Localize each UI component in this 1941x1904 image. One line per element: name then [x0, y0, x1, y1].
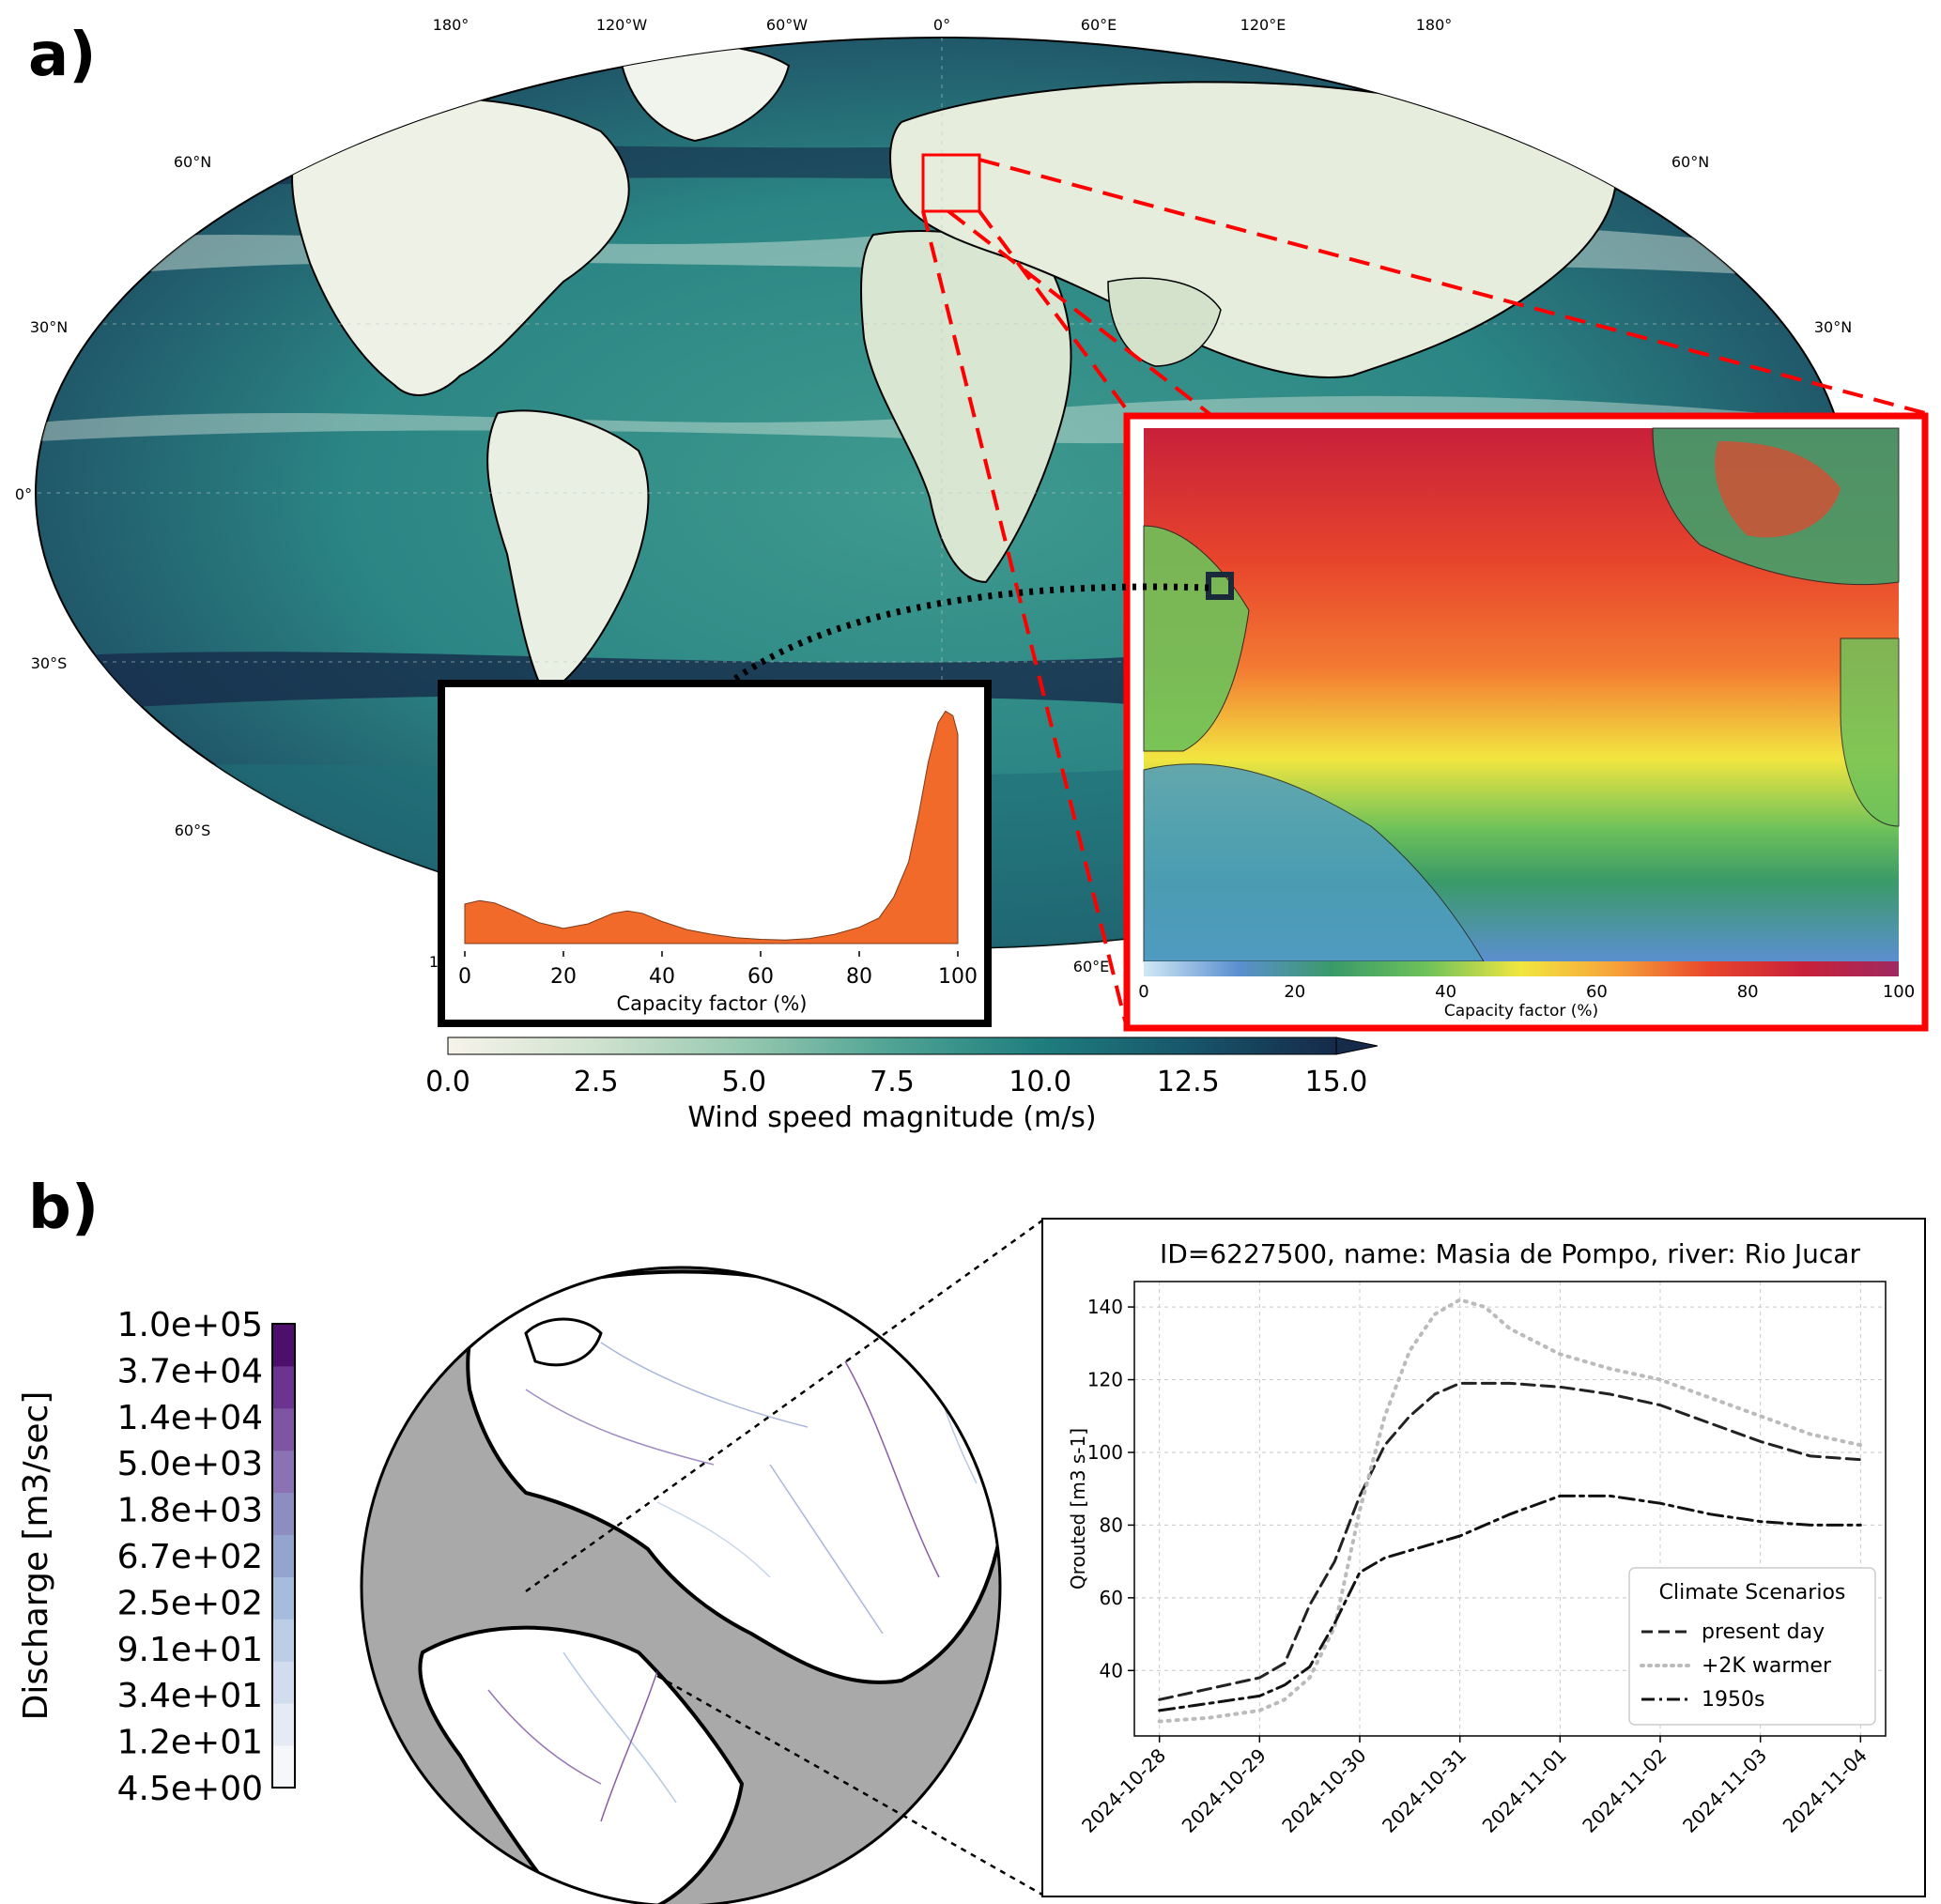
capacity-factor-inset-map: 0 20 40 60 80 100 Capacity factor (%)	[1123, 412, 1929, 1032]
capacity-factor-density-chart: 0 20 40 60 80 100 Capacity factor (%)	[438, 680, 992, 1027]
lon-label: 60°E	[1081, 16, 1117, 34]
y-tick-label: 140	[1087, 1296, 1123, 1318]
chart-title: ID=6227500, name: Masia de Pompo, river:…	[1160, 1238, 1860, 1269]
dotted-connector	[730, 583, 1209, 683]
wind-tick: 2.5	[574, 1066, 619, 1098]
series-line--2k-warmer	[1157, 1297, 1863, 1724]
discharge-band	[272, 1703, 295, 1746]
discharge-tick: 1.0e+05	[117, 1306, 263, 1344]
legend-label-1950s: 1950s	[1702, 1688, 1764, 1712]
inset-tick: 60	[1586, 982, 1608, 1002]
discharge-band	[272, 1661, 295, 1704]
discharge-tick: 1.4e+04	[117, 1399, 263, 1437]
lat-label: 60°E	[1073, 958, 1109, 975]
density-x-label: Capacity factor (%)	[617, 992, 808, 1015]
discharge-tick: 1.2e+01	[117, 1724, 263, 1762]
y-axis-label: Qrouted [m3 s-1]	[1067, 1428, 1089, 1589]
map-lon-labels: 180° 120°W 60°W 0° 60°E 120°E 180°	[433, 16, 1453, 34]
inset-tick: 40	[1435, 982, 1456, 1002]
inset-colorbar-label: Capacity factor (%)	[1444, 1002, 1598, 1021]
lat-label: 30°N	[1814, 318, 1852, 336]
discharge-band	[272, 1619, 295, 1662]
density-tick-label: 20	[550, 965, 577, 989]
discharge-band	[272, 1407, 295, 1451]
wind-tick: 5.0	[721, 1066, 766, 1098]
lat-label: 60°N	[174, 153, 211, 171]
discharge-band	[272, 1450, 295, 1494]
inset-tick: 100	[1883, 982, 1915, 1002]
wind-colorbar-label: Wind speed magnitude (m/s)	[687, 1101, 1096, 1134]
lat-label: 60°S	[175, 821, 211, 839]
wind-tick: 12.5	[1157, 1066, 1220, 1098]
chart-legend: Climate Scenarios present day +2K warmer…	[1628, 1567, 1876, 1726]
river-discharge-globe	[360, 1266, 1002, 1904]
density-tick-label: 100	[938, 965, 978, 989]
legend-label-2k-warmer: +2K warmer	[1702, 1654, 1832, 1678]
inset-colorbar-ticks: 0 20 40 60 80 100	[1138, 982, 1915, 1002]
inset-tick: 20	[1284, 982, 1305, 1002]
discharge-band	[272, 1576, 295, 1620]
lat-label: 60°N	[1671, 153, 1709, 171]
lon-label: 0°	[933, 16, 950, 34]
wind-tick: 0.0	[425, 1066, 470, 1098]
lon-label: 180°	[1416, 16, 1453, 34]
discharge-line-chart: ID=6227500, name: Masia de Pompo, river:…	[1041, 1218, 1926, 1897]
inset-tick: 80	[1737, 982, 1759, 1002]
zoom-indicator	[921, 153, 1926, 1029]
lon-label: 120°E	[1240, 16, 1286, 34]
density-tick-label: 0	[458, 965, 471, 989]
lat-label: 0°	[15, 485, 32, 503]
discharge-colorbar-label: Discharge [m3/sec]	[17, 1391, 55, 1721]
chart-series	[1157, 1297, 1863, 1724]
series-line-present-day	[1158, 1381, 1862, 1701]
discharge-colorbar: 1.0e+05 3.7e+04 1.4e+04 5.0e+03 1.8e+03 …	[17, 1306, 296, 1808]
discharge-band	[272, 1745, 295, 1789]
discharge-band	[272, 1534, 295, 1577]
density-tick-label: 40	[649, 965, 675, 989]
y-tick-label: 120	[1087, 1369, 1123, 1391]
wind-colorbar: 0.0 2.5 5.0 7.5 10.0 12.5 15.0 Wind spee…	[425, 1036, 1379, 1134]
discharge-band	[272, 1324, 295, 1367]
density-tick-label: 80	[846, 965, 872, 989]
globe-zoom-lines	[525, 1219, 1043, 1896]
y-tick-label: 80	[1100, 1513, 1123, 1536]
discharge-band	[272, 1492, 295, 1536]
y-tick-label: 100	[1087, 1441, 1123, 1464]
density-tick-label: 60	[747, 965, 774, 989]
discharge-tick: 5.0e+03	[117, 1445, 263, 1483]
y-tick-label: 60	[1100, 1587, 1123, 1609]
discharge-tick: 3.7e+04	[117, 1352, 263, 1390]
lon-label: 60°W	[766, 16, 808, 34]
discharge-tick: 3.4e+01	[117, 1677, 263, 1715]
discharge-tick: 2.5e+02	[117, 1584, 263, 1622]
legend-label-present-day: present day	[1702, 1620, 1825, 1644]
wind-tick: 15.0	[1305, 1066, 1368, 1098]
discharge-band	[272, 1365, 295, 1409]
density-area	[464, 710, 959, 944]
discharge-tick: 4.5e+00	[117, 1770, 263, 1808]
series-line-1950s	[1158, 1494, 1862, 1712]
y-tick-label: 40	[1100, 1659, 1123, 1681]
panel-a-label: a)	[28, 21, 97, 90]
discharge-tick: 6.7e+02	[117, 1538, 263, 1576]
map-lat-labels: 60°N 30°N 0° 30°S 60°S 60°N 30°N 1 60°E	[15, 153, 1852, 975]
lon-label: 120°W	[596, 16, 648, 34]
discharge-tick: 1.8e+03	[117, 1492, 263, 1530]
legend-title: Climate Scenarios	[1659, 1581, 1846, 1605]
lon-label: 180°	[433, 16, 470, 34]
lat-label: 30°N	[30, 318, 68, 336]
inset-tick: 0	[1138, 982, 1148, 1002]
lat-label: 1	[429, 953, 439, 971]
discharge-tick: 9.1e+01	[117, 1631, 263, 1669]
wind-tick: 10.0	[1009, 1066, 1071, 1098]
wind-tick: 7.5	[870, 1066, 915, 1098]
lat-label: 30°S	[31, 654, 68, 672]
density-x-ticks: 0 20 40 60 80 100	[458, 951, 978, 989]
panel-b-label: b)	[28, 1174, 100, 1243]
y-ticks: 40 60 80 100 120 140	[1087, 1296, 1134, 1681]
